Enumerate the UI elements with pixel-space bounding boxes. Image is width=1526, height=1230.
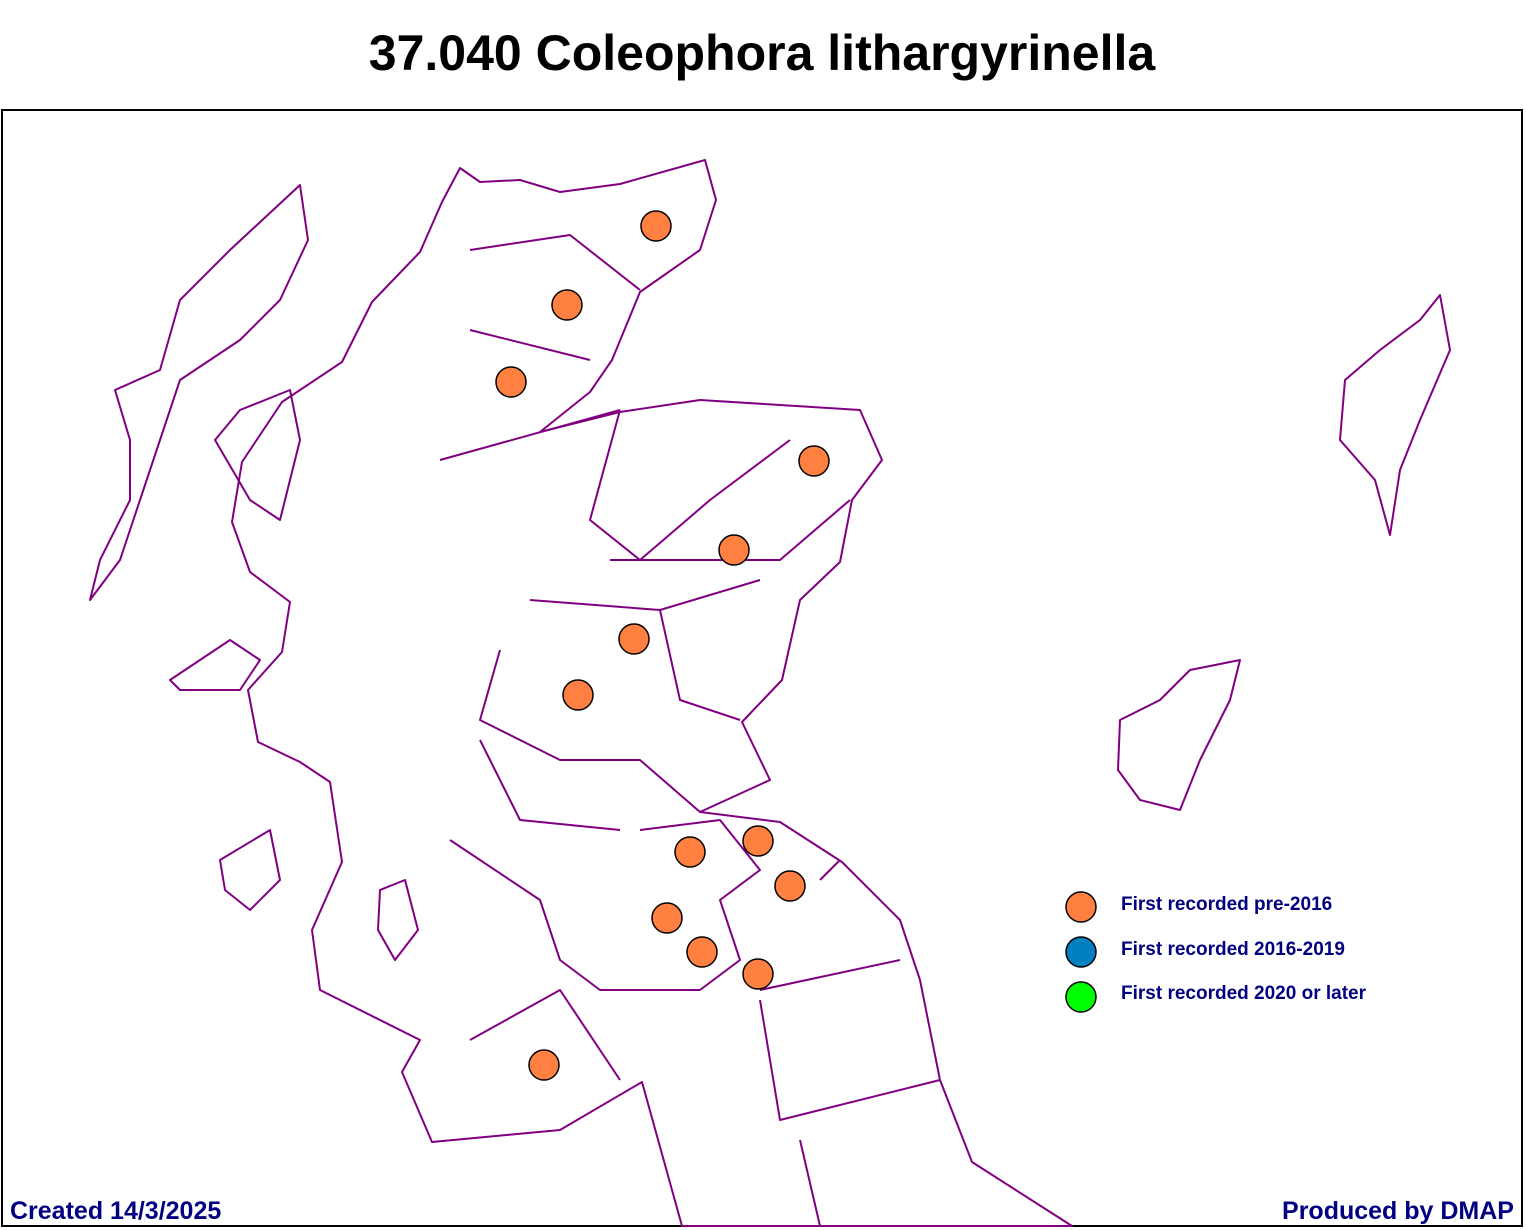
record-dot (651, 902, 683, 934)
record-dot (774, 870, 806, 902)
skye (214, 389, 301, 521)
outer-hebrides (89, 184, 309, 601)
producer: Produced by DMAP (1282, 1197, 1514, 1225)
legend-swatch (1065, 891, 1097, 923)
record-dot (742, 825, 774, 857)
created-date: Created 14/3/2025 (10, 1197, 221, 1225)
record-dot (718, 534, 750, 566)
record-dot (551, 289, 583, 321)
legend-swatch (1065, 936, 1097, 968)
record-dot (686, 936, 718, 968)
record-dot (495, 366, 527, 398)
legend-label: First recorded 2016-2019 (1121, 939, 1345, 960)
shetland (1339, 294, 1451, 536)
record-dot (640, 210, 672, 242)
record-dot (618, 623, 650, 655)
legend-swatch (1065, 981, 1097, 1013)
record-dot (562, 679, 594, 711)
orkney (1117, 659, 1241, 811)
mainland (231, 159, 1073, 1227)
mull (169, 639, 261, 691)
legend-label: First recorded pre-2016 (1121, 894, 1332, 915)
record-dot (674, 836, 706, 868)
records (495, 210, 830, 1081)
legend-label: First recorded 2020 or later (1121, 983, 1367, 1004)
record-dot (742, 958, 774, 990)
coastline (89, 159, 1451, 1227)
legend: First recorded pre-2016 First recorded 2… (1065, 891, 1367, 1013)
map-frame (1, 109, 1523, 1227)
arran (377, 879, 419, 961)
record-dot (798, 445, 830, 477)
county-boundaries (439, 234, 941, 1227)
map-title: 37.040 Coleophora lithargyrinella (369, 25, 1157, 81)
record-dot (528, 1049, 560, 1081)
islay (219, 829, 281, 911)
